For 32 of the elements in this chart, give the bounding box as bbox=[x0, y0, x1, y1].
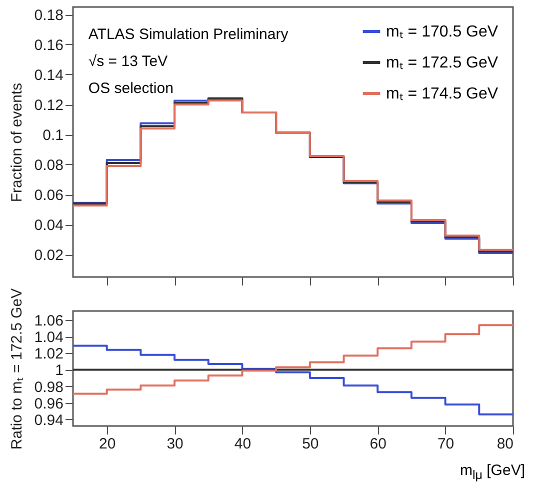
annotation: ATLAS Simulation Preliminary bbox=[88, 26, 289, 43]
legend-label: mₜ = 172.5 GeV bbox=[386, 54, 498, 72]
y-tick-label: 1.06 bbox=[34, 312, 64, 330]
y-tick-label: 1 bbox=[55, 362, 64, 380]
y-tick-label: 0.94 bbox=[34, 412, 64, 429]
x-tick-label: 50 bbox=[302, 436, 319, 452]
y-tick-label: 1.02 bbox=[34, 346, 64, 363]
y-tick-label: 0.14 bbox=[34, 67, 64, 84]
legend-label: mₜ = 170.5 GeV bbox=[386, 24, 498, 40]
x-tick-label: 60 bbox=[370, 436, 386, 452]
y-tick-label: 0.18 bbox=[34, 7, 64, 24]
annotation: √s = 13 TeV bbox=[88, 53, 168, 70]
x-tick-label: 20 bbox=[99, 436, 116, 452]
y-tick-label: 0.16 bbox=[34, 37, 64, 54]
x-tick-label: 70 bbox=[437, 436, 454, 452]
x-tick-label: 40 bbox=[234, 436, 252, 452]
y-tick-label: 0.08 bbox=[34, 157, 64, 174]
y-tick-label: 0.12 bbox=[34, 97, 64, 114]
y-axis-title: Fraction of events bbox=[8, 82, 26, 202]
x-tick-label: 30 bbox=[166, 436, 184, 452]
y-tick-label: 0.02 bbox=[34, 247, 64, 264]
annotation: OS selection bbox=[88, 80, 174, 97]
y-tick-label: 0.98 bbox=[34, 378, 64, 396]
y-tick-label: 0.06 bbox=[34, 187, 64, 204]
y-tick-label: 1.04 bbox=[34, 329, 64, 346]
y-axis-title: Ratio to mₜ = 172.5 GeV bbox=[8, 288, 26, 450]
x-axis-title: m$_{lμ}$ [GeV] bbox=[460, 462, 525, 482]
y-tick-label: 0.96 bbox=[34, 395, 64, 412]
legend-label: mₜ = 174.5 GeV bbox=[386, 86, 498, 102]
y-tick-label: 0.04 bbox=[34, 217, 64, 234]
x-tick-label: 80 bbox=[496, 436, 514, 452]
y-tick-label: 0.1 bbox=[42, 127, 64, 144]
